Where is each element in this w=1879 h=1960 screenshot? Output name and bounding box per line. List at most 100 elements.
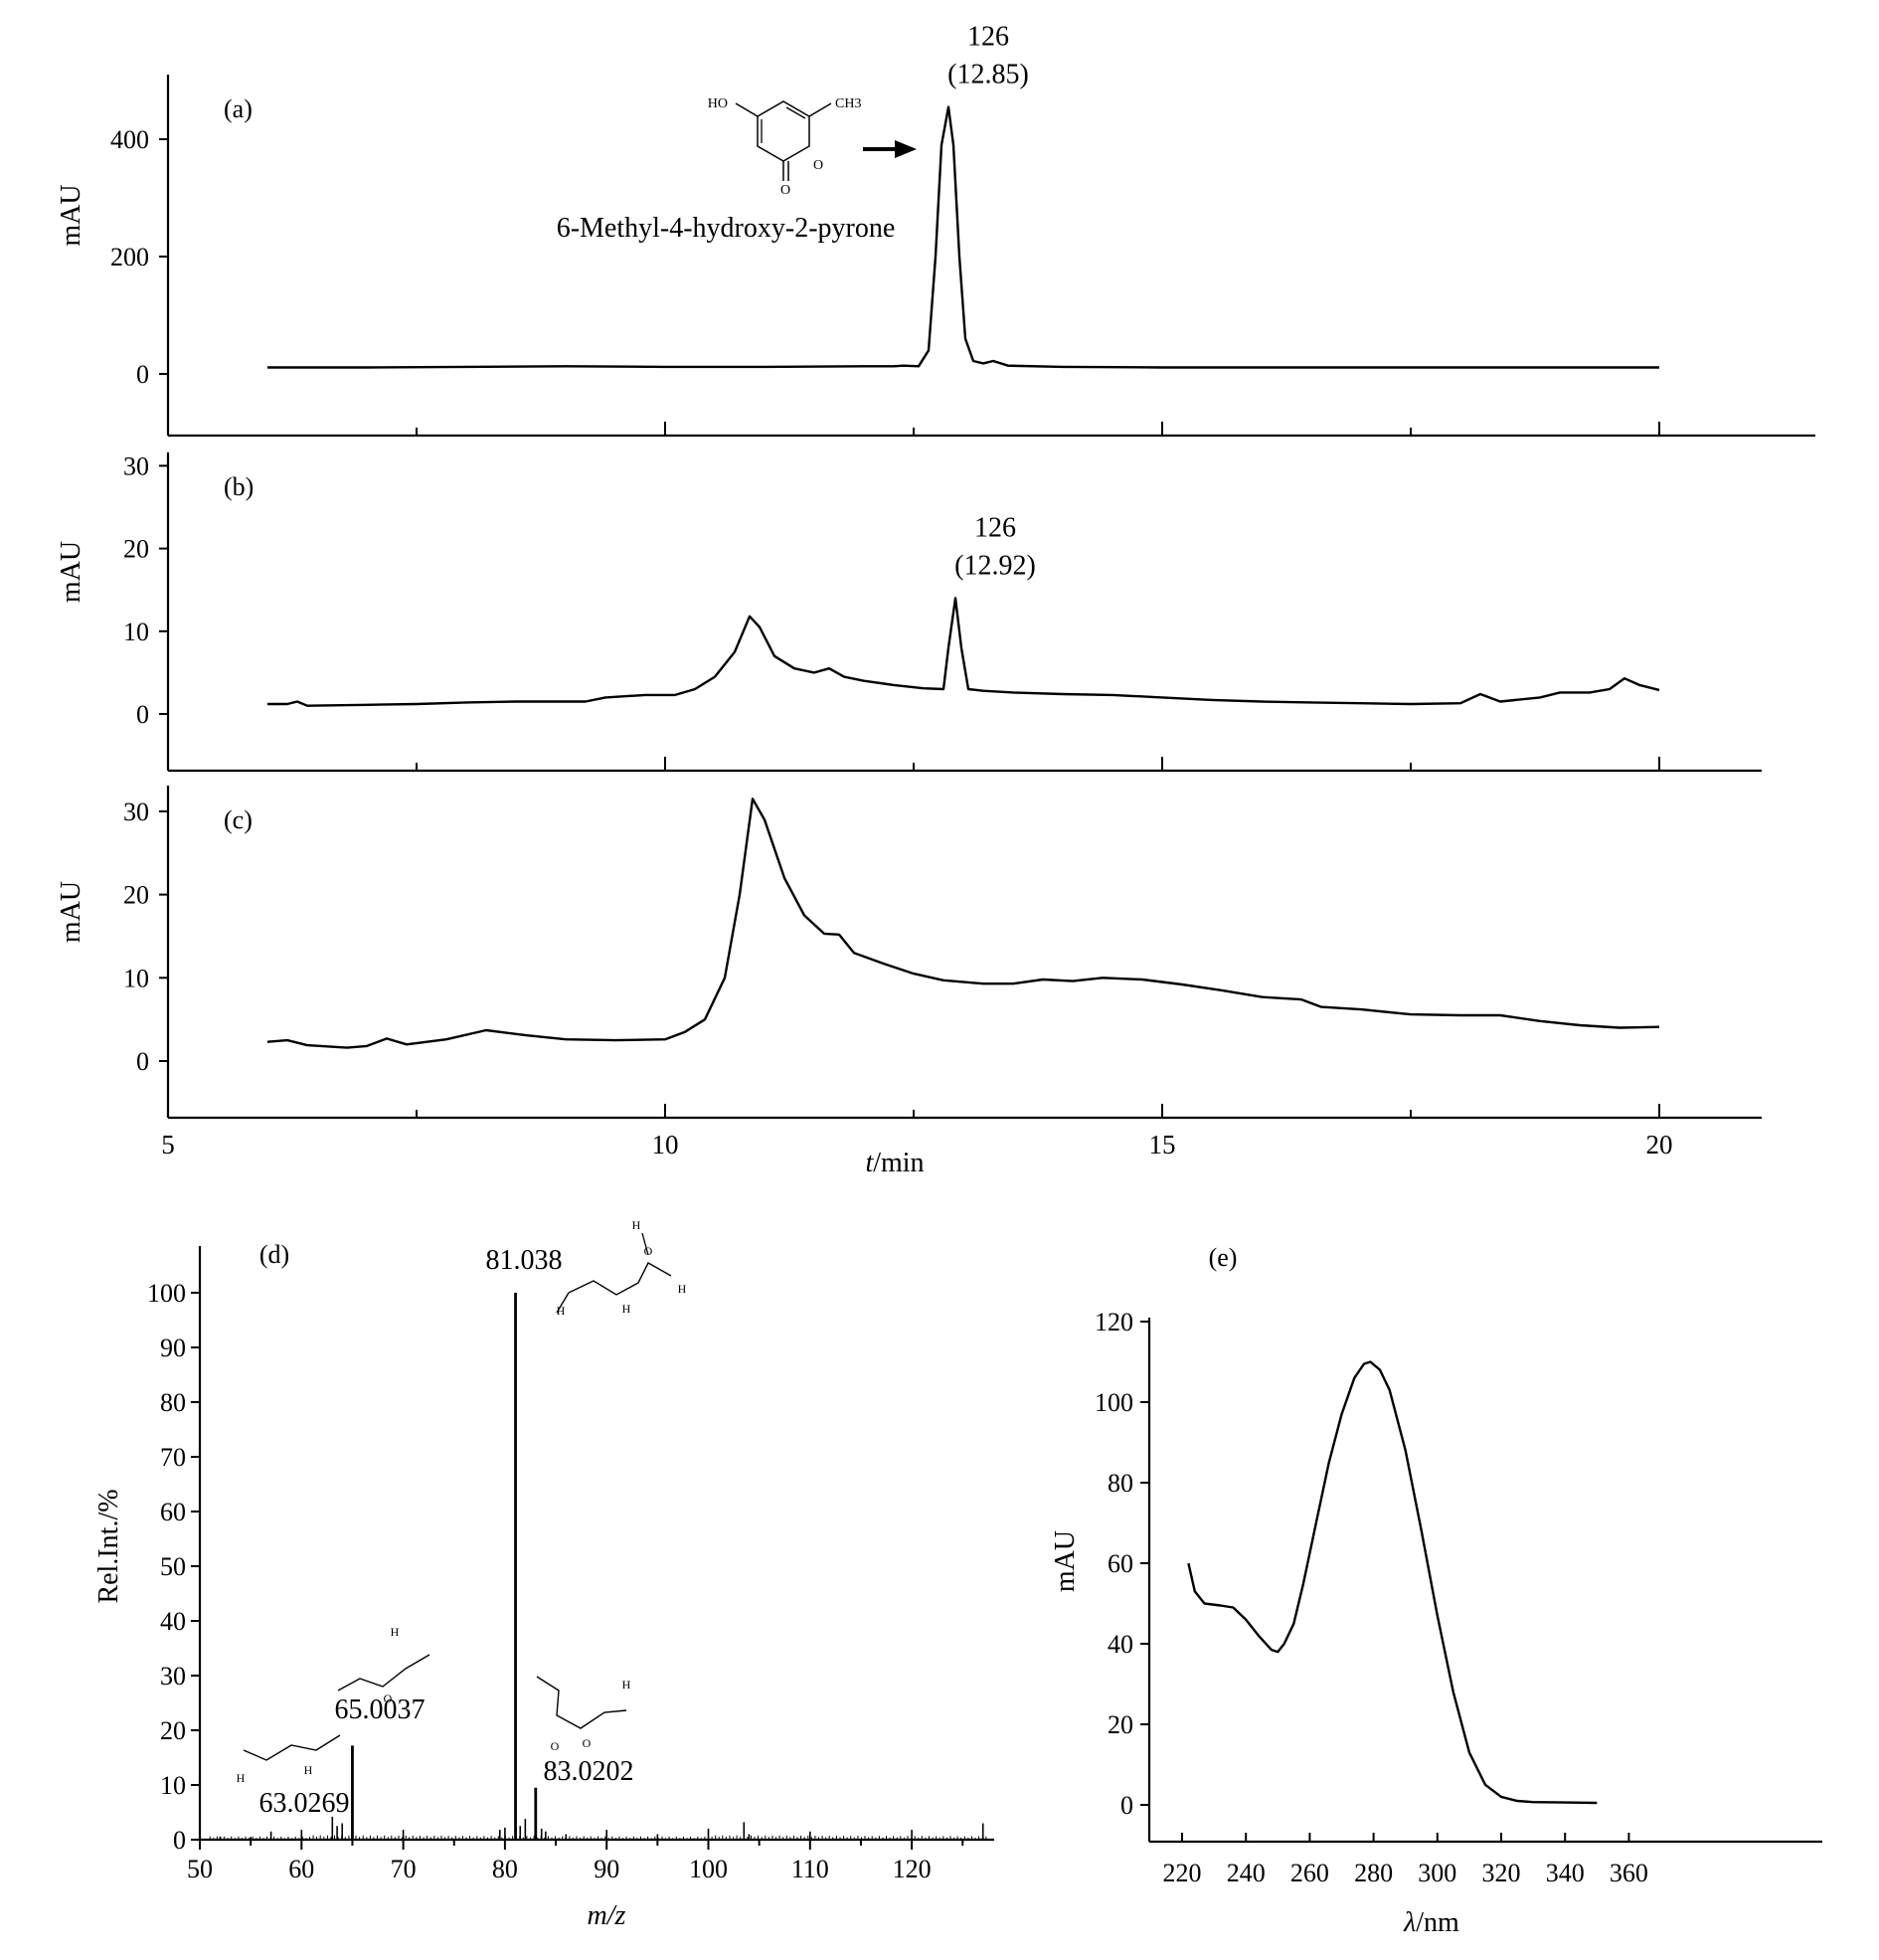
atom-label: H [304,1763,313,1777]
fragment-bond [337,1654,430,1692]
x-tick-label: 90 [594,1855,619,1883]
y-tick-label: 80 [160,1388,186,1417]
noise-floor [209,1835,987,1840]
y-tick-label: 100 [147,1279,186,1308]
fragment-bond [641,1232,649,1256]
ring-bond [757,100,810,162]
x-tick-label: 340 [1546,1859,1585,1887]
y-axis-label: mAU [56,184,86,246]
panel-label: (b) [224,472,254,501]
y-tick-label: 100 [1095,1388,1133,1417]
y-tick-label: 400 [110,125,149,154]
x-tick-label: 320 [1482,1859,1521,1887]
arrow-head [895,140,917,158]
y-tick-label: 120 [1095,1308,1133,1336]
x-axis-label-unit: /min [873,1148,924,1178]
peak-rt-label: (12.92) [954,551,1036,582]
x-tick-label: 15 [1149,1130,1176,1159]
y-tick-label: 30 [160,1662,186,1691]
y-tick-label: 40 [1108,1630,1133,1659]
x-tick-label: 240 [1227,1859,1266,1887]
x-axis-label-italic: λ [1403,1907,1416,1938]
fragment-bond [243,1734,341,1761]
x-axis-label: m/z [588,1900,626,1931]
x-tick-label: 5 [161,1130,175,1159]
atom-label: O [384,1692,393,1705]
y-tick-label: 0 [173,1826,186,1855]
x-tick-label: 280 [1354,1859,1393,1887]
atom-label: H [237,1771,246,1785]
panel-b: 0 10 20 30 (b) mAU 126 (12.92) [56,451,1762,773]
fragment-structure-63: HH [237,1734,341,1785]
peak-mass-label: 126 [974,513,1016,544]
panel-c: 0 10 20 30 (c) mAU [56,786,1762,1120]
y-tick-label: 30 [123,798,149,826]
atom-label: H [622,1678,631,1692]
x-axis-label: t/min [865,1148,924,1178]
atom-label: O [551,1739,560,1753]
y-tick-label: 40 [160,1607,186,1636]
x-tick-label: 110 [791,1855,829,1883]
atom-label: O [644,1244,653,1258]
atom-label: H [632,1218,641,1232]
fragment-bond-extra [556,1292,570,1314]
pyrone-structure: HO CH3 O O [708,96,862,198]
y-tick-label: 0 [136,360,149,389]
double-bond [785,106,806,119]
panel-label: (e) [1209,1243,1238,1272]
atom-label: O [583,1736,592,1750]
fragment-structure-83: O O H [536,1676,631,1753]
peak-label: 83.0202 [544,1756,634,1787]
x-tick-label: 60 [288,1855,314,1883]
atom-label: HO [708,96,728,111]
panel-d: 0 10 20 30 40 50 60 70 80 90 100 50 60 70 80 90 100 110 12… [93,1218,994,1883]
x-tick-label: 10 [652,1130,679,1159]
peak-label: 65.0037 [335,1694,426,1725]
y-tick-label: 200 [110,243,149,271]
atom-label: CH3 [835,96,861,111]
methyl-bond [808,102,832,117]
y-axis-label: mAU [1050,1530,1081,1592]
y-tick-label: 30 [123,451,149,480]
panel-e: 0 20 40 60 80 100 120 220 240 260 280 300 320 340 360 (… [1050,1243,1822,1887]
peak-rt-label: (12.85) [947,60,1029,90]
y-tick-label: 0 [136,1047,149,1076]
fragment-bond [568,1262,672,1296]
x-tick-label: 300 [1418,1859,1456,1887]
atom-label: H [557,1304,566,1318]
y-tick-label: 10 [123,964,149,992]
y-tick-label: 10 [123,618,149,646]
peak-label: 63.0269 [259,1788,350,1819]
y-tick-label: 80 [1108,1469,1133,1498]
trace-line [266,798,1660,1049]
peak-label: 81.038 [486,1245,563,1276]
x-axis-label-italic: m/z [588,1900,626,1931]
panel-label: (d) [259,1240,289,1269]
fragment-bond [556,1292,570,1314]
y-tick-label: 50 [160,1552,186,1581]
x-tick-label: 120 [893,1855,932,1883]
atom-label: H [622,1302,631,1316]
fragment-bond [536,1676,627,1729]
fragment-structure-65: OH [337,1625,430,1705]
atom-label: O [813,158,823,173]
y-tick-label: 70 [160,1443,186,1472]
y-axis-label: mAU [56,881,86,943]
trace-line [267,597,1660,707]
trace-line [267,105,1659,369]
x-axis-label-italic: t [865,1148,874,1178]
panel-a: 0 200 400 (a) mAU 126 (12.85) [56,22,1815,438]
y-tick-label: 0 [136,700,149,729]
y-tick-label: 20 [1108,1710,1133,1739]
x-tick-label: 50 [187,1855,213,1883]
x-tick-label: 100 [689,1855,728,1883]
x-tick-label: 260 [1290,1859,1329,1887]
y-tick-label: 20 [160,1716,186,1745]
peak-mass-label: 126 [967,22,1009,53]
y-axis-label: mAU [56,541,86,603]
y-tick-label: 60 [1108,1549,1133,1578]
y-tick-label: 20 [123,535,149,564]
x-tick-label: 80 [492,1855,518,1883]
x-axis-label-unit: /nm [1416,1907,1459,1938]
